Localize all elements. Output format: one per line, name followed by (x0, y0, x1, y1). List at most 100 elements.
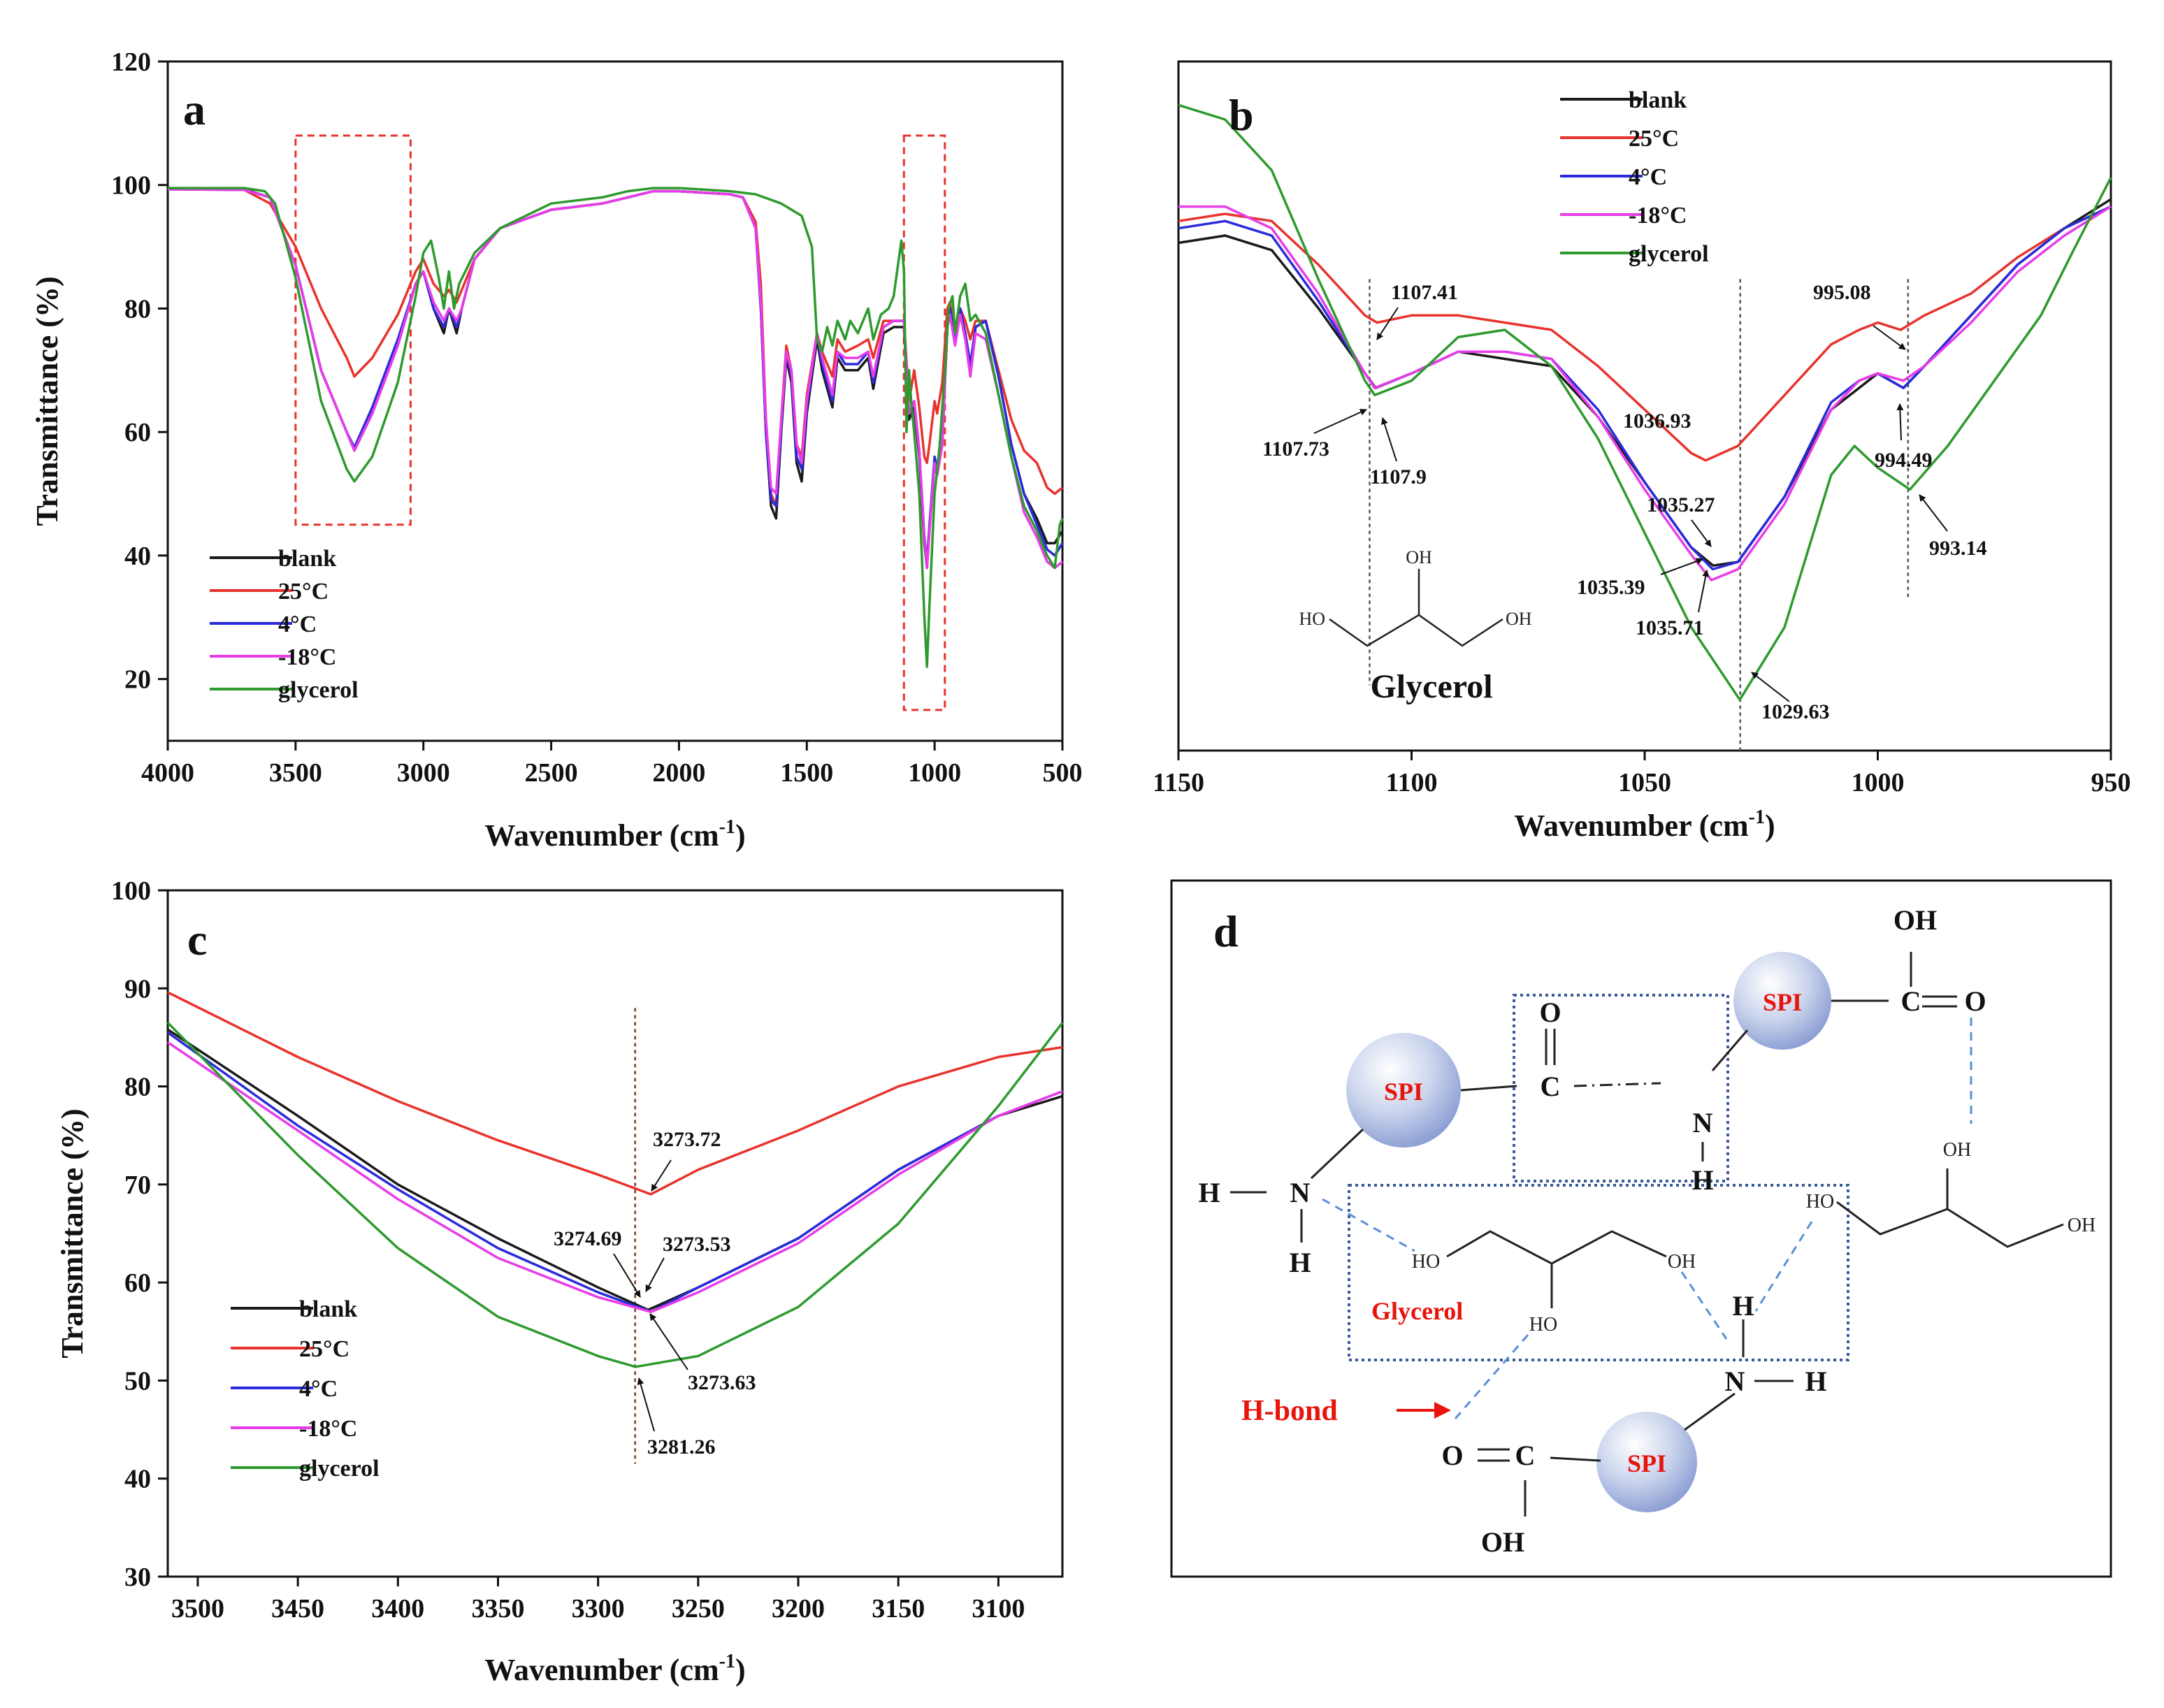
panel-c-xtick-label: 3400 (371, 1594, 424, 1623)
annot-3273-63: 3273.63 (688, 1371, 756, 1394)
panel-a-xtick-label: 3500 (269, 758, 322, 788)
annot-1035-27: 1035.27 (1647, 493, 1715, 516)
annot-1107-9: 1107.9 (1370, 465, 1427, 488)
arrow-1107-9 (1381, 417, 1397, 462)
panel-c-xtick-label: 3250 (672, 1594, 725, 1623)
panel-a-highlight-boxes (294, 134, 946, 711)
gly-center-ho: HO (1412, 1251, 1440, 1273)
panel-b-xtick-label: 1100 (1386, 768, 1438, 797)
panel-c-ytick-label: 60 (124, 1268, 151, 1298)
panel-c-xlabel-text: Wavenumber (cm (484, 1653, 719, 1687)
annot-3281-26: 3281.26 (647, 1435, 716, 1459)
highlight-box-2 (902, 134, 946, 711)
panel-c-xlabel-sup: -1 (719, 1651, 735, 1672)
panel-b-xlabel: Wavenumber (cm-1) (1514, 806, 1775, 843)
legend-label-blank: blank (1629, 87, 1687, 113)
glycerol-inset-label: Glycerol (1370, 668, 1492, 705)
glycerol-inset-skeleton (1329, 614, 1503, 647)
bond-left-spi-c (1460, 1085, 1517, 1092)
annot-995-08: 995.08 (1813, 281, 1871, 304)
hbond-5 (1454, 1334, 1529, 1419)
annot-1035-71: 1035.71 (1636, 616, 1704, 639)
atom-oh-bottom: OH (1481, 1526, 1524, 1558)
panel-a-label: a (183, 85, 205, 134)
panel-c-xtick-label: 3300 (572, 1594, 625, 1623)
panel-c-curves (166, 991, 1064, 1368)
hbond-3 (1754, 1221, 1813, 1312)
panel-c-xtick-label: 3450 (271, 1594, 324, 1623)
panel-d: d SPI SPI SPI (1170, 879, 2112, 1578)
panel-a-xlabel: Wavenumber (cm-1) (484, 816, 745, 853)
panel-c-series-4c (166, 1031, 1063, 1313)
annot-3274-69: 3274.69 (554, 1227, 622, 1250)
glycerol-inset-oh-top: OH (1406, 547, 1432, 567)
hydrogen-bonds (1322, 1018, 1972, 1419)
glycerol-oh-labels: HO OH HO OH HO OH (1412, 1139, 2096, 1336)
bond-n-spi-left (1310, 1128, 1364, 1180)
hbond-2 (1680, 1271, 1728, 1340)
annot-1107-73: 1107.73 (1262, 437, 1329, 461)
solid-bonds (1230, 952, 1957, 1517)
panel-b-annotations: 1107.41 1107.73 1107.9 1036.93 1035.27 1… (1262, 281, 1987, 723)
panel-c-xtick-label: 3350 (471, 1594, 524, 1623)
arrow-3281-26 (637, 1377, 655, 1432)
panel-c-ytick-label: 70 (124, 1171, 151, 1200)
gly-center-oh-right: OH (1668, 1251, 1696, 1273)
panel-c-plot-frame (166, 889, 1064, 1578)
panel-c-series-blank (167, 1028, 1063, 1312)
atom-h-bottom-right: H (1805, 1366, 1826, 1397)
highlight-box-1 (294, 134, 412, 526)
spi-sphere-top (1733, 952, 1831, 1050)
legend-label-blank: blank (278, 546, 336, 572)
dotted-box-glycerol (1348, 1184, 1849, 1361)
dash-dot-bond (1573, 1082, 1661, 1087)
panel-b-xticks: 1150 1100 1050 1000 950 (1153, 751, 2131, 797)
panel-c-series-glycerol (166, 1022, 1064, 1368)
glycerol-inset-ho-left: HO (1299, 609, 1325, 629)
annot-993-14: 993.14 (1929, 537, 1987, 560)
gly-right-oh-end: OH (2068, 1215, 2096, 1236)
panel-b-series-glycerol (1178, 103, 2112, 702)
atom-h-left-bottom: H (1289, 1247, 1311, 1278)
panel-c-legend: blank 25°C 4°C -18°C glycerol (231, 1296, 380, 1482)
panel-d-frame (1170, 879, 2112, 1578)
spi-label-bottom: SPI (1627, 1449, 1666, 1477)
panel-c-ytick-label: 30 (124, 1563, 151, 1592)
glycerol-molecule-right (1836, 1201, 2064, 1248)
bond-n-spi-bottom (1684, 1392, 1736, 1431)
arrow-1035-27 (1691, 519, 1712, 547)
spi-sphere-left (1346, 1033, 1461, 1148)
arrow-3273-72 (651, 1159, 672, 1192)
panel-c-xtick-label: 3100 (972, 1594, 1025, 1623)
panel-a-ytick-label: 80 (124, 294, 151, 324)
arrow-1107-41 (1376, 307, 1399, 340)
atom-h-amide: H (1691, 1164, 1713, 1196)
legend-label-4c: 4°C (278, 611, 317, 637)
gly-center-ho-bottom: HO (1529, 1314, 1557, 1336)
hbond-label: H-bond (1241, 1395, 1338, 1427)
atom-o-amide: O (1539, 997, 1561, 1028)
panel-c-xlabel: Wavenumber (cm-1) (484, 1651, 745, 1687)
panel-a-xtick-label: 2000 (652, 758, 705, 788)
gly-right-oh-top: OH (1943, 1139, 1971, 1161)
panel-a-xtick-label: 3000 (397, 758, 450, 788)
panel-d-label: d (1213, 906, 1239, 956)
panel-b-xlabel-text: Wavenumber (cm (1514, 809, 1748, 843)
panel-a-series-blank (167, 187, 1064, 570)
panel-a-xlabel-sup: -1 (719, 816, 735, 838)
arrow-993-14 (1919, 494, 1948, 532)
panel-c-ylabel: Transmittance (%) (55, 1108, 89, 1358)
glycerol-inset-oh-right: OH (1506, 609, 1532, 629)
annot-3273-53: 3273.53 (663, 1233, 731, 1256)
annot-994-49: 994.49 (1875, 449, 1933, 472)
panel-a-series-25c (167, 187, 1064, 507)
annot-1035-39: 1035.39 (1577, 576, 1645, 599)
panel-c-ytick-label: 90 (124, 974, 151, 1004)
arrow-1035-39 (1660, 558, 1703, 575)
panel-c-xlabel-end: ) (735, 1653, 746, 1687)
panel-c-ytick-label: 50 (124, 1366, 151, 1396)
panel-b: 1150 1100 1050 1000 950 b Wavenumber (cm-1) … (1153, 60, 2131, 843)
panel-b-label: b (1229, 90, 1254, 140)
panel-b-xtick-label: 1150 (1153, 768, 1204, 797)
